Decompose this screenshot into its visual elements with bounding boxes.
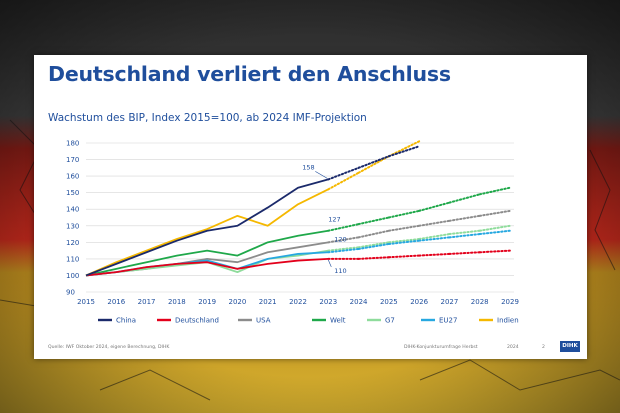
report-year: 2024 bbox=[507, 345, 519, 350]
x-tick-label-2027: 2027 bbox=[441, 298, 459, 306]
y-tick-label-120: 120 bbox=[66, 239, 79, 247]
annotation-leader-china bbox=[315, 171, 328, 179]
x-tick-label-2020: 2020 bbox=[229, 298, 247, 306]
x-tick-label-2015: 2015 bbox=[77, 298, 95, 306]
y-tick-label-150: 150 bbox=[66, 189, 79, 197]
legend-label-indien: Indien bbox=[497, 317, 519, 325]
x-tick-label-2026: 2026 bbox=[410, 298, 428, 306]
series-line-welt bbox=[85, 229, 329, 277]
series-projection-g7-2 bbox=[387, 238, 421, 244]
series-projection-g7-4 bbox=[448, 229, 481, 236]
series-projection-eu27-3 bbox=[418, 236, 451, 242]
series-projection-usa-1 bbox=[357, 229, 390, 239]
series-projection-usa-4 bbox=[448, 214, 481, 222]
dihk-logo: DIHK bbox=[560, 341, 580, 352]
series-line-deutschland bbox=[85, 257, 329, 277]
x-tick-label-2021: 2021 bbox=[259, 298, 277, 306]
y-tick-label-180: 180 bbox=[66, 140, 79, 148]
legend-label-g7: G7 bbox=[385, 317, 395, 325]
annotation-label-deutschland: 110 bbox=[334, 267, 346, 275]
series-projection-eu27-1 bbox=[357, 242, 390, 250]
x-tick-label-2028: 2028 bbox=[471, 298, 489, 306]
series-projection-deutschland-2 bbox=[387, 254, 421, 259]
source-note: Quelle: IWF Oktober 2024, eigene Berechn… bbox=[48, 345, 170, 350]
x-tick-label-2019: 2019 bbox=[198, 298, 216, 306]
y-tick-label-160: 160 bbox=[66, 173, 79, 181]
series-projection-eu27-4 bbox=[448, 233, 481, 239]
legend-label-welt: Welt bbox=[330, 317, 346, 325]
legend-label-eu27: EU27 bbox=[439, 317, 457, 325]
x-tick-label-2023: 2023 bbox=[319, 298, 337, 306]
annotation-label-welt: 127 bbox=[328, 216, 340, 224]
series-projection-welt-4 bbox=[448, 193, 481, 204]
y-tick-label-130: 130 bbox=[66, 222, 79, 230]
series-projection-usa-5 bbox=[478, 209, 511, 217]
series-projection-deutschland-5 bbox=[478, 249, 511, 254]
legend-label-china: China bbox=[116, 317, 136, 325]
x-tick-label-2024: 2024 bbox=[350, 298, 368, 306]
series-projection-deutschland-3 bbox=[418, 252, 451, 257]
chart-card: Deutschland verliert den Anschluss Wachs… bbox=[34, 55, 587, 359]
y-tick-label-170: 170 bbox=[66, 156, 79, 164]
series-projection-welt-3 bbox=[418, 201, 451, 212]
y-tick-label-140: 140 bbox=[66, 206, 79, 214]
series-projection-welt-2 bbox=[387, 209, 421, 219]
y-tick-label-90: 90 bbox=[66, 289, 75, 297]
y-tick-label-100: 100 bbox=[66, 272, 79, 280]
series-line-china bbox=[85, 178, 329, 277]
gdp-line-chart: 90 100 110 120 130 140 150 160 170 180 2015 2016 201… bbox=[66, 140, 519, 325]
series-projection-usa-3 bbox=[418, 219, 451, 227]
series-projection-china-2 bbox=[387, 145, 421, 158]
series-projection-welt-1 bbox=[357, 216, 390, 226]
page-number: 2 bbox=[542, 345, 545, 350]
x-tick-label-2016: 2016 bbox=[107, 298, 125, 306]
series-projection-g7-1 bbox=[357, 241, 390, 249]
series-projection-g7-0 bbox=[327, 246, 360, 252]
series-projection-deutschland-1 bbox=[357, 256, 390, 260]
series-projection-china-1 bbox=[357, 155, 390, 169]
x-tick-label-2025: 2025 bbox=[380, 298, 398, 306]
series-projection-china-0 bbox=[327, 166, 360, 181]
annotation-label-usa: 120 bbox=[334, 235, 346, 243]
report-name: DIHK-Konjunkturumfrage Herbst bbox=[404, 345, 478, 350]
series-projection-usa-2 bbox=[387, 224, 421, 232]
series-projection-indien-0 bbox=[327, 171, 360, 191]
series-projection-eu27-2 bbox=[387, 239, 421, 245]
page-title: Deutschland verliert den Anschluss bbox=[48, 62, 451, 86]
legend-label-deutschland: Deutschland bbox=[175, 317, 219, 325]
series-projection-deutschland-4 bbox=[448, 251, 481, 255]
legend-label-usa: USA bbox=[256, 317, 271, 325]
x-tick-label-2022: 2022 bbox=[289, 298, 307, 306]
x-tick-label-2017: 2017 bbox=[138, 298, 156, 306]
series-projection-eu27-5 bbox=[478, 229, 511, 236]
series-projection-g7-5 bbox=[478, 224, 511, 232]
y-tick-label-110: 110 bbox=[66, 255, 79, 263]
series-line-indien bbox=[85, 188, 329, 277]
annotation-leader-deutschland bbox=[328, 259, 332, 268]
series-projection-welt-5 bbox=[478, 186, 511, 196]
x-tick-label-2018: 2018 bbox=[168, 298, 186, 306]
x-tick-label-2029: 2029 bbox=[501, 298, 519, 306]
series-projection-usa-0 bbox=[327, 236, 360, 244]
series-projection-eu27-0 bbox=[327, 247, 360, 254]
annotation-label-china: 158 bbox=[302, 163, 314, 171]
series-projection-g7-3 bbox=[418, 233, 451, 241]
chart-subtitle: Wachstum des BIP, Index 2015=100, ab 202… bbox=[48, 112, 367, 124]
series-projection-welt-0 bbox=[327, 223, 360, 232]
